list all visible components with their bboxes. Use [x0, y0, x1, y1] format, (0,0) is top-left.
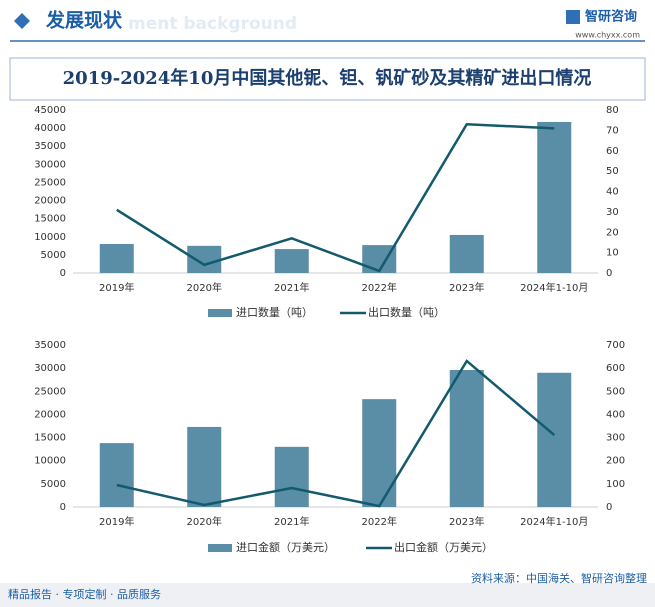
- y-tick-label: 5000: [41, 479, 66, 490]
- y2-tick-label: 70: [606, 125, 619, 136]
- bar: [362, 399, 397, 507]
- y2-tick-label: 600: [606, 363, 625, 374]
- x-tick-label: 2023年: [449, 515, 484, 528]
- y-tick-label: 15000: [34, 433, 66, 444]
- header-icon: [14, 13, 30, 29]
- y-tick-label: 25000: [34, 386, 66, 397]
- bar: [99, 244, 134, 273]
- y-tick-label: 0: [60, 268, 66, 279]
- x-tick-label: 2019年: [99, 515, 134, 528]
- bar: [537, 121, 572, 273]
- y2-tick-label: 100: [606, 479, 625, 490]
- logo-text: 智研咨询: [585, 9, 637, 25]
- y2-tick-label: 30: [606, 207, 619, 218]
- site-url: www.chyxx.com: [575, 31, 640, 40]
- footer-source: 资料来源：中国海关、智研咨询整理: [471, 571, 647, 585]
- y2-tick-label: 10: [606, 248, 619, 259]
- bar: [274, 249, 309, 273]
- y-tick-label: 40000: [34, 123, 66, 134]
- y-tick-label: 5000: [41, 250, 66, 261]
- legend-label: 出口数量（吨）: [368, 305, 445, 319]
- y2-tick-label: 50: [606, 166, 619, 177]
- y2-tick-label: 40: [606, 187, 619, 198]
- y-tick-label: 45000: [34, 105, 66, 116]
- y2-tick-label: 500: [606, 386, 625, 397]
- header-watermark: ment background: [128, 14, 297, 34]
- y2-tick-label: 20: [606, 227, 619, 238]
- line-series: [116, 359, 556, 508]
- legend-swatch: [208, 309, 232, 317]
- bar: [274, 446, 309, 507]
- x-tick-label: 2019年: [99, 281, 134, 294]
- y-tick-label: 25000: [34, 177, 66, 188]
- x-tick-label: 2023年: [449, 281, 484, 294]
- x-tick-label: 2024年1-10月: [520, 281, 588, 294]
- y-tick-label: 10000: [34, 456, 66, 467]
- bar: [187, 245, 222, 273]
- x-tick-label: 2022年: [362, 281, 397, 294]
- header-title: 发展现状: [45, 9, 123, 32]
- y-tick-label: 15000: [34, 214, 66, 225]
- footer-left: 精品报告 · 专项定制 · 品质服务: [8, 587, 161, 601]
- x-tick-label: 2021年: [274, 281, 309, 294]
- bar: [449, 234, 484, 273]
- y2-tick-label: 80: [606, 105, 619, 116]
- y-tick-label: 35000: [34, 340, 66, 351]
- bar: [99, 443, 134, 507]
- bar: [187, 426, 222, 507]
- y-tick-label: 30000: [34, 159, 66, 170]
- y2-tick-label: 0: [606, 502, 612, 513]
- x-tick-label: 2020年: [187, 515, 222, 528]
- logo-icon: [566, 10, 580, 24]
- y-tick-label: 20000: [34, 196, 66, 207]
- y2-tick-label: 300: [606, 433, 625, 444]
- charts: 0500010000150002000025000300003500040000…: [34, 105, 625, 554]
- x-tick-label: 2024年1-10月: [520, 515, 588, 528]
- y2-tick-label: 700: [606, 340, 625, 351]
- legend-label: 进口金额（万美元）: [236, 540, 335, 554]
- legend-label: 出口金额（万美元）: [394, 540, 493, 554]
- footer-bar: [0, 583, 655, 607]
- y2-tick-label: 60: [606, 146, 619, 157]
- bar: [449, 369, 484, 507]
- legend-label: 进口数量（吨）: [236, 306, 313, 319]
- y-tick-label: 10000: [34, 232, 66, 243]
- y-tick-label: 30000: [34, 363, 66, 374]
- y2-tick-label: 400: [606, 409, 625, 420]
- y2-tick-label: 200: [606, 456, 625, 467]
- title-box: [9, 57, 646, 101]
- y2-tick-label: 0: [606, 268, 612, 279]
- page-title: 2019-2024年10月中国其他铌、钽、钒矿砂及其精矿进出口情况: [63, 67, 592, 89]
- x-tick-label: 2021年: [274, 515, 309, 528]
- y-tick-label: 20000: [34, 409, 66, 420]
- bar: [537, 372, 572, 507]
- y-tick-label: 0: [60, 502, 66, 513]
- legend-swatch: [208, 544, 232, 552]
- line-series: [116, 122, 555, 273]
- x-tick-label: 2020年: [187, 281, 222, 294]
- x-tick-label: 2022年: [362, 515, 397, 528]
- y-tick-label: 35000: [34, 141, 66, 152]
